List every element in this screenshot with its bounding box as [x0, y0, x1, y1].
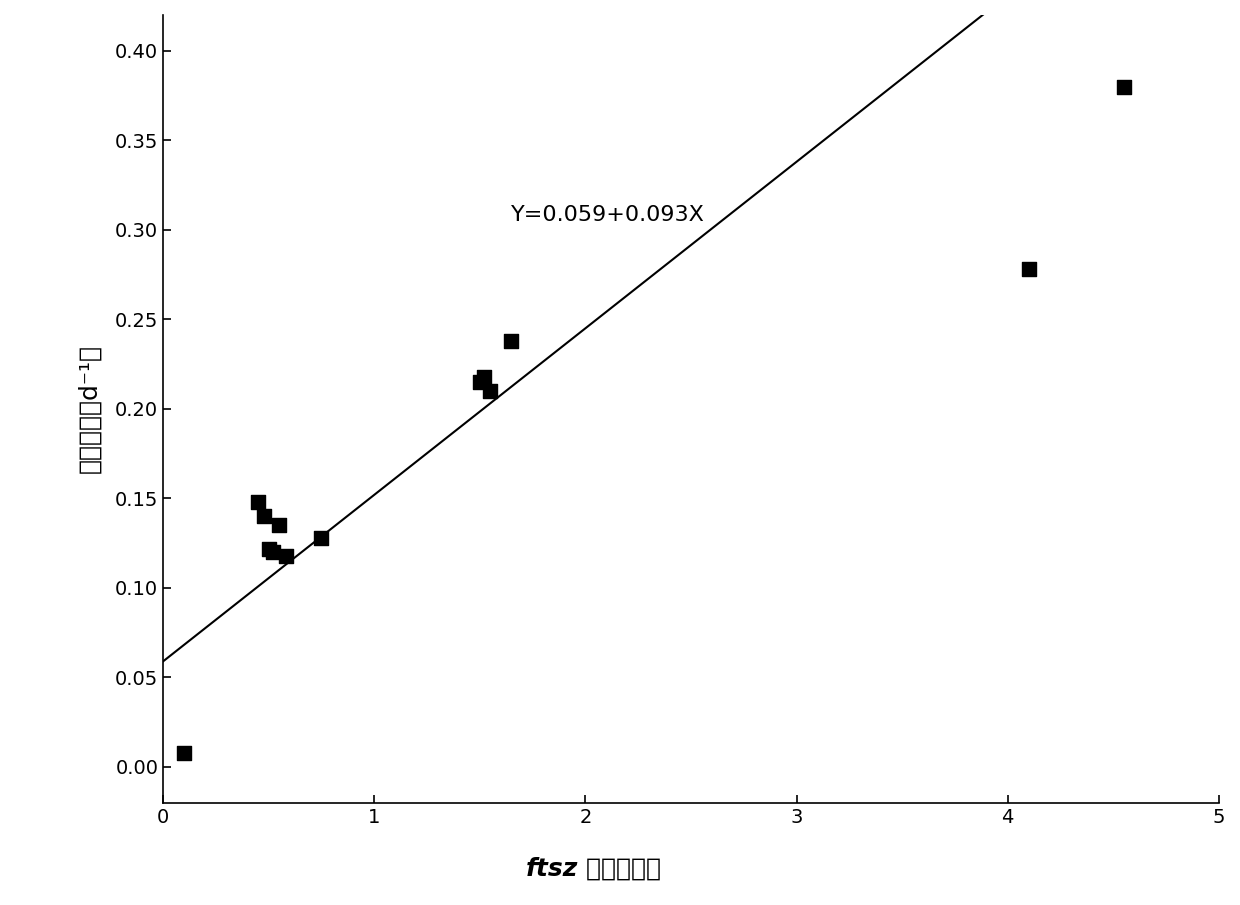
Point	[1019, 262, 1039, 277]
Point	[1114, 80, 1133, 94]
Point	[275, 548, 295, 563]
Point	[311, 530, 331, 545]
Y-axis label: 生长速率（d⁻¹）: 生长速率（d⁻¹）	[77, 345, 100, 473]
Point	[474, 369, 494, 384]
Text: ftsz: ftsz	[526, 857, 578, 881]
Point	[254, 510, 274, 524]
Text: Y=0.059+0.093X: Y=0.059+0.093X	[511, 205, 706, 225]
Point	[269, 518, 289, 532]
Point	[175, 746, 195, 760]
Point	[470, 375, 490, 389]
Point	[263, 545, 283, 559]
Text: 基因表达量: 基因表达量	[579, 857, 661, 881]
Point	[259, 541, 279, 556]
Point	[501, 334, 521, 348]
Point	[480, 384, 500, 398]
Point	[248, 495, 268, 510]
